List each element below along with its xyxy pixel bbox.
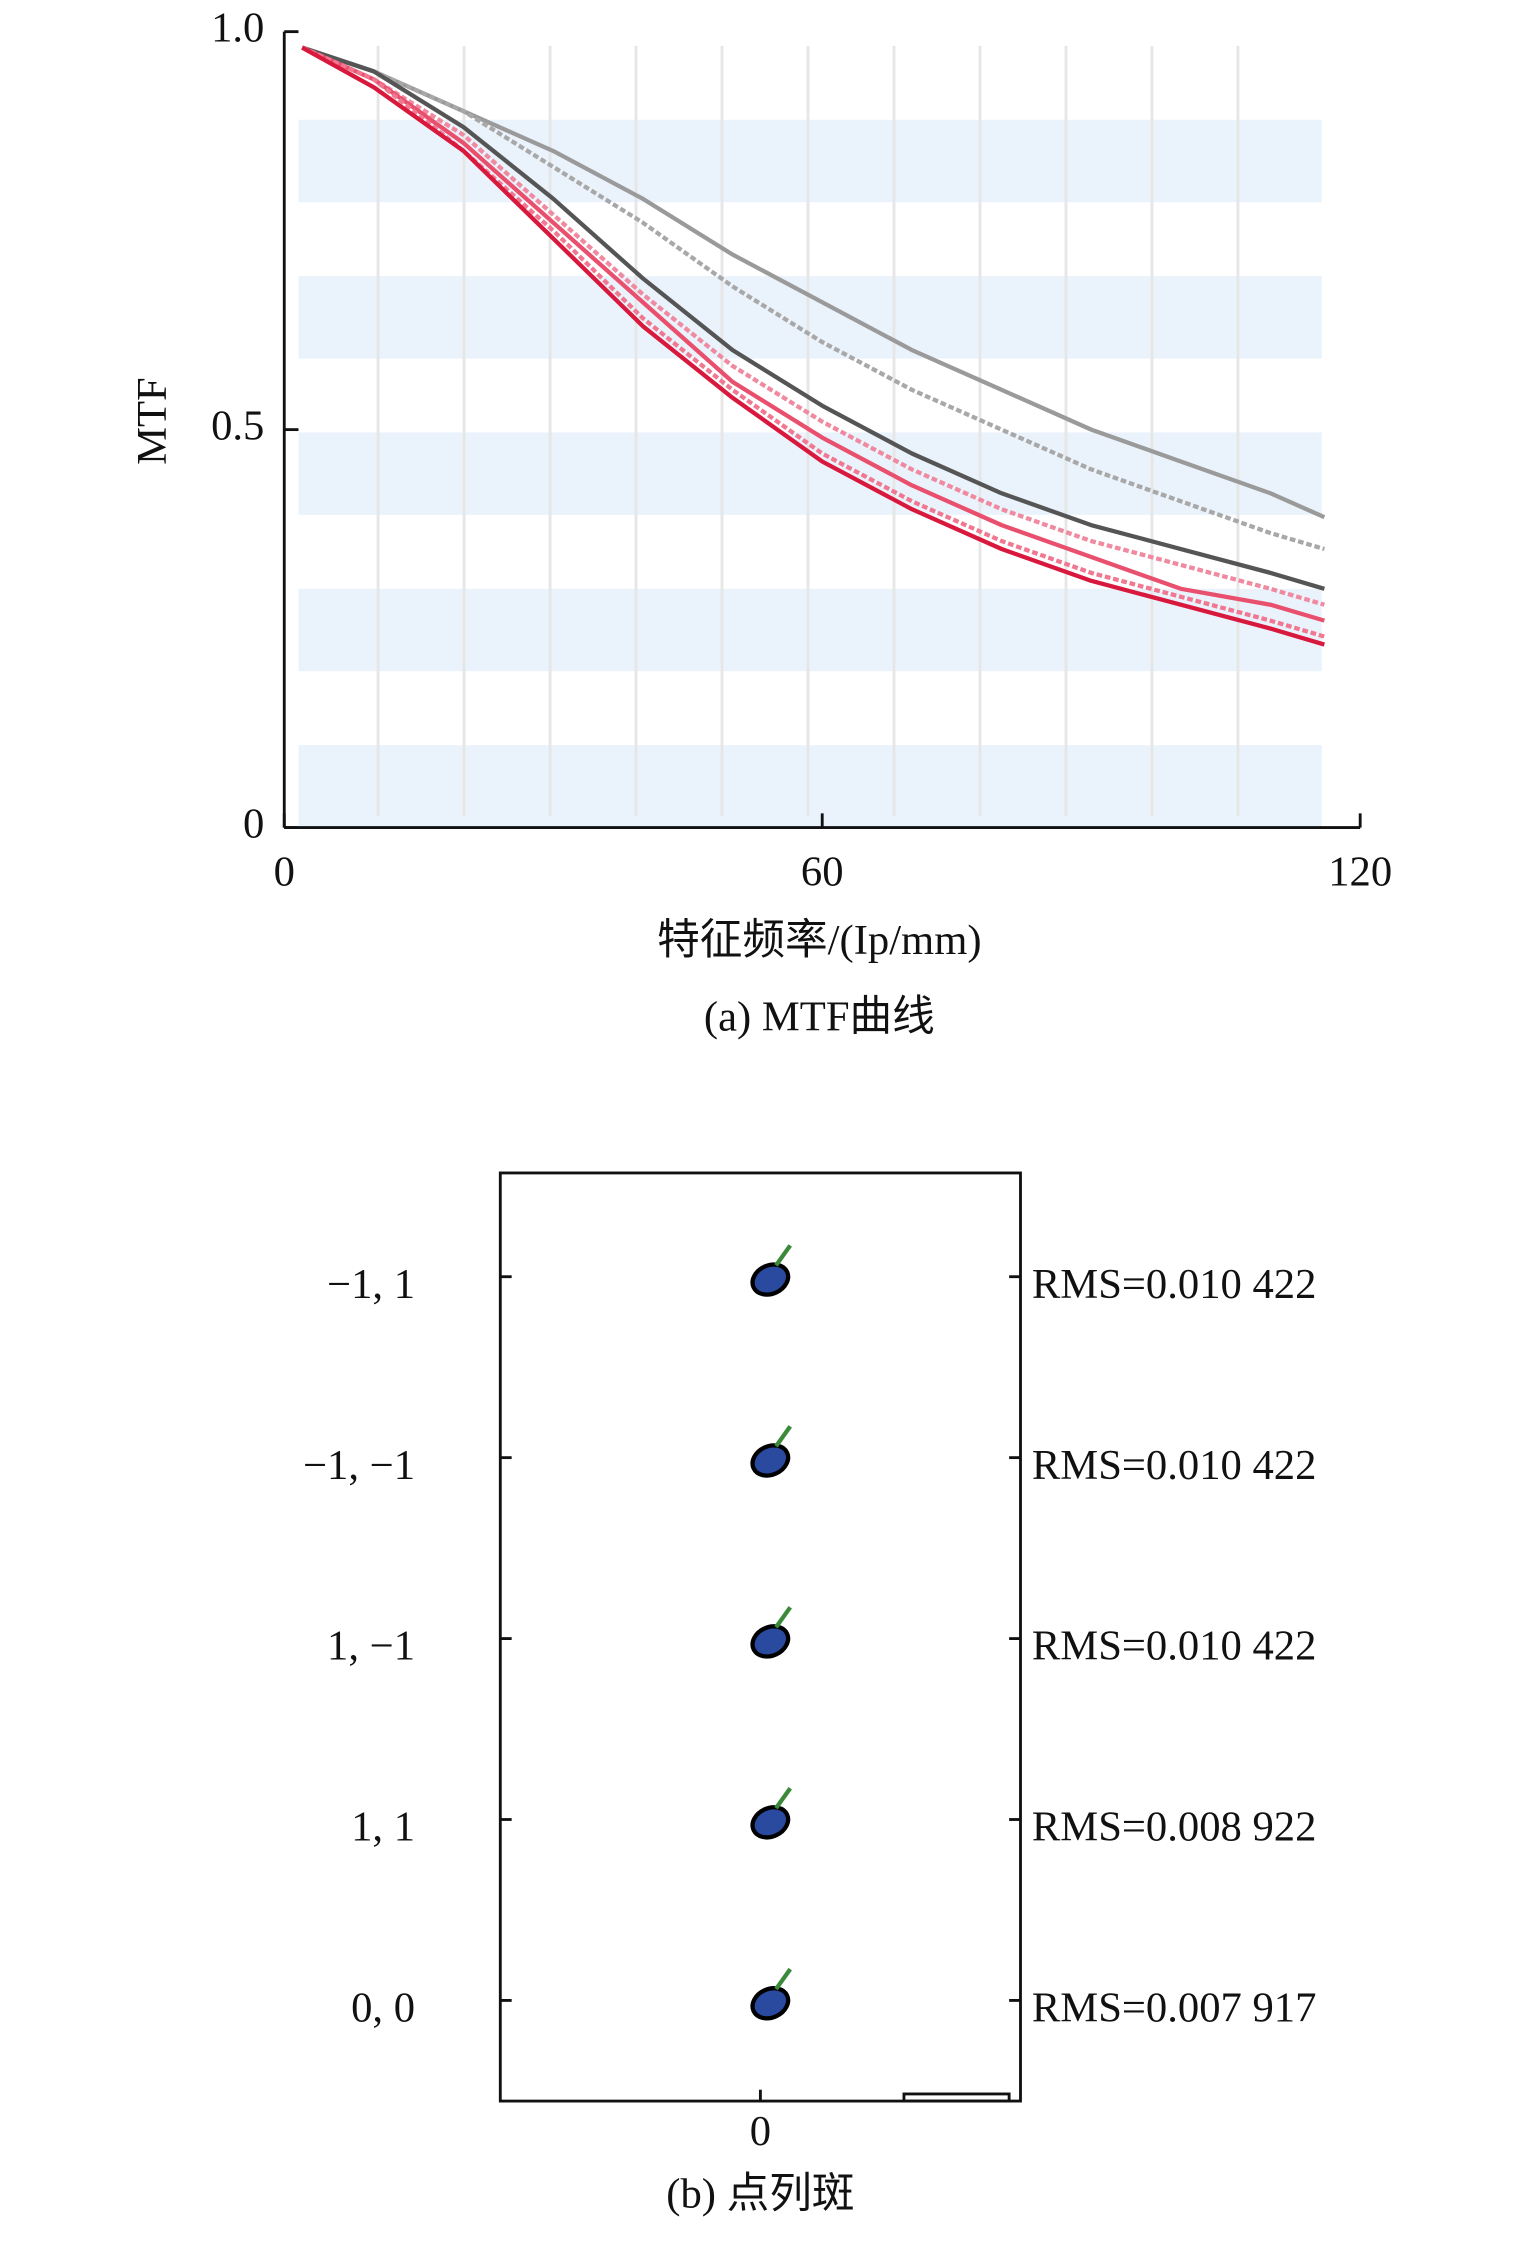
field-label: 1, −1 xyxy=(327,1623,415,1670)
spot xyxy=(750,1443,791,1478)
caption: (a) MTF曲线 xyxy=(704,994,935,1041)
spot xyxy=(750,1986,791,2021)
x-tick-label: 120 xyxy=(1328,849,1392,896)
spot-tail xyxy=(774,1786,792,1810)
x-tick-label: 60 xyxy=(801,849,844,896)
rms-label: RMS=0.010 422 xyxy=(1032,1623,1317,1670)
y-tick-label: 0 xyxy=(243,800,264,847)
scale-bar xyxy=(902,2092,1011,2103)
band xyxy=(298,745,1322,828)
mtf-curve xyxy=(301,45,1325,591)
mtf-curve xyxy=(301,45,1325,552)
spot-tail xyxy=(774,1606,792,1629)
rms-label: RMS=0.008 922 xyxy=(1032,1804,1317,1851)
field-label: 0, 0 xyxy=(351,1985,415,2032)
rms-label: RMS=0.010 422 xyxy=(1032,1261,1317,1308)
spot-tail xyxy=(774,1967,792,1991)
caption: (b) 点列斑 xyxy=(666,2170,854,2217)
band xyxy=(298,119,1322,203)
spot xyxy=(750,1262,791,1297)
field-label: 1, 1 xyxy=(351,1804,415,1851)
mtf-curve xyxy=(301,45,1325,647)
y-axis-label: MTF xyxy=(129,377,176,465)
x-tick-label: 0 xyxy=(750,2108,771,2155)
mtf-curve xyxy=(301,45,1325,639)
field-label: −1, 1 xyxy=(327,1261,415,1308)
rms-label: RMS=0.010 422 xyxy=(1032,1442,1317,1489)
rms-label: RMS=0.007 917 xyxy=(1032,1985,1317,2032)
spot xyxy=(750,1805,791,1840)
y-tick-label: 0.5 xyxy=(211,402,264,449)
mtf-curve xyxy=(301,45,1325,607)
spot-tail xyxy=(774,1244,792,1267)
x-tick-label: 0 xyxy=(274,849,295,896)
band xyxy=(298,276,1322,359)
spot-tail xyxy=(774,1425,792,1448)
spot xyxy=(750,1624,791,1659)
mtf-curve xyxy=(301,45,1325,623)
field-label: −1, −1 xyxy=(303,1442,415,1489)
y-tick-label: 1.0 xyxy=(211,4,264,51)
x-axis-label: 特征频率/(Ip/mm) xyxy=(657,916,981,964)
